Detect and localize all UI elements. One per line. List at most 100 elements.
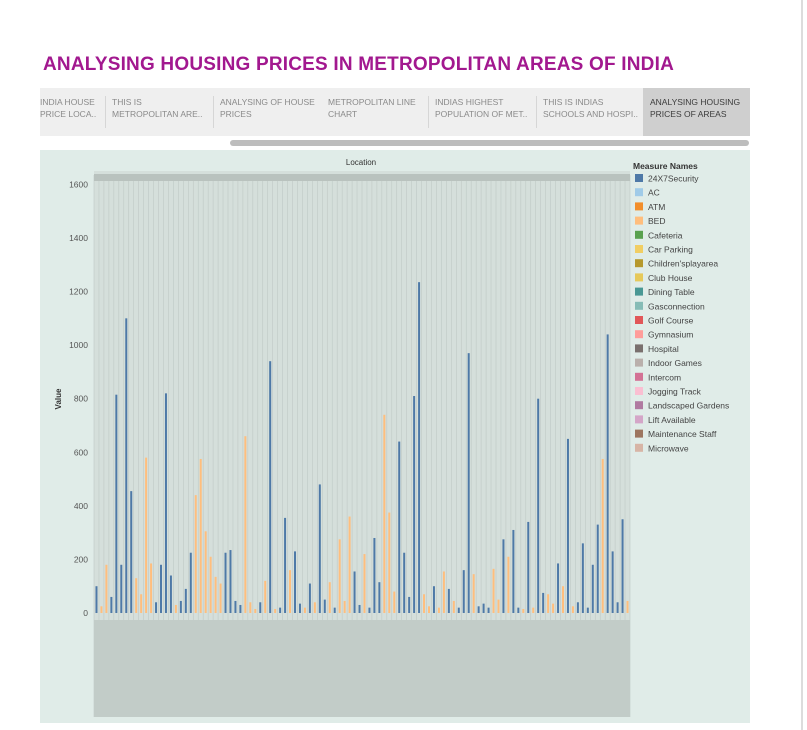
bar (522, 608, 525, 613)
tab-schools-and-hospitals[interactable]: THIS IS INDIAS SCHOOLS AND HOSPI.. (543, 88, 643, 136)
bar (477, 606, 480, 613)
bar (408, 596, 411, 613)
tab-label-line1: ANALYSING OF HOUSE (220, 97, 315, 107)
y-tick-label: 1200 (69, 287, 88, 297)
bar (452, 600, 455, 613)
tab-analysing-housing-prices-of-areas[interactable]: ANALYSING HOUSING PRICES OF AREAS (643, 88, 750, 136)
bar (289, 570, 292, 613)
legend-entry-label: Microwave (648, 443, 689, 453)
tab-label-line1: INDIA HOUSE (40, 97, 95, 107)
bar (576, 602, 579, 613)
legend-swatch (635, 401, 643, 410)
legend-swatch (635, 287, 643, 296)
legend-entry-label: AC (648, 188, 660, 198)
bar (457, 607, 460, 613)
bar (313, 602, 316, 613)
y-tick-label: 200 (74, 554, 88, 564)
tab-analysing-house-prices[interactable]: ANALYSING OF HOUSE PRICES (220, 88, 320, 136)
bar (120, 564, 123, 613)
bar (199, 458, 202, 613)
bar (537, 398, 540, 613)
window-edge (801, 0, 803, 730)
legend-entry-label: 24X7Security (648, 174, 699, 184)
bar (115, 394, 118, 613)
bar (294, 551, 296, 613)
bar (442, 571, 445, 613)
y-tick-label: 1600 (69, 179, 88, 189)
bar (135, 578, 138, 613)
bar (403, 552, 406, 613)
bar (467, 353, 470, 613)
bar (229, 550, 232, 613)
bar (224, 552, 227, 613)
bar (184, 588, 187, 613)
bar (393, 591, 396, 613)
bar (368, 607, 371, 613)
tabbar-scrollbar[interactable] (230, 140, 749, 146)
bar (308, 583, 311, 613)
legend-swatch (635, 358, 643, 367)
bar (244, 436, 247, 613)
bar (398, 441, 401, 613)
legend-entry-label: Car Parking (648, 245, 693, 255)
bar (105, 564, 108, 613)
legend-swatch (635, 415, 643, 424)
bar (363, 554, 366, 613)
legend-entry-label: Gymnasium (648, 330, 693, 340)
bar (155, 602, 158, 613)
bar-chart: 0 200 400 600 800 1000 1200 1400 1600 Location V… (54, 158, 729, 717)
bar (542, 592, 545, 613)
tab-india-house-price-locations[interactable]: INDIA HOUSE PRICE LOCA.. (40, 88, 102, 136)
tab-metropolitan-line-chart[interactable]: METROPOLITAN LINE CHART (328, 88, 424, 136)
tab-label-line2: POPULATION OF MET.. (435, 109, 528, 119)
legend-swatch (635, 301, 643, 310)
tab-label-line2: SCHOOLS AND HOSPI.. (543, 109, 638, 119)
bar (413, 396, 416, 613)
bar (462, 570, 465, 613)
bar (512, 529, 515, 613)
bar (279, 607, 282, 613)
tab-indias-highest-population[interactable]: INDIAS HIGHEST POPULATION OF MET.. (435, 88, 535, 136)
legend-swatch (635, 188, 643, 197)
bar (160, 564, 162, 613)
legend-entry-label: Landscaped Gardens (648, 401, 729, 411)
legend-entry-label: Dining Table (648, 287, 695, 297)
bar (482, 603, 485, 613)
tab-divider (428, 96, 429, 128)
bar (318, 484, 321, 613)
legend-entry-label: Lift Available (648, 415, 696, 425)
bar (601, 458, 604, 613)
bar (552, 603, 555, 613)
bar (472, 574, 475, 613)
legend-entry-label: Golf Course (648, 316, 694, 326)
bar (562, 586, 564, 613)
bar (383, 414, 386, 613)
bar (616, 602, 619, 613)
legend-swatch (635, 259, 643, 268)
bar (373, 537, 376, 613)
bar (378, 582, 381, 613)
y-axis-title: Value (54, 388, 63, 409)
tab-label-line2: PRICES OF AREAS (650, 109, 727, 119)
bar (447, 588, 450, 613)
tab-label-line1: INDIAS HIGHEST (435, 97, 504, 107)
bar (497, 599, 500, 613)
bar-marks (95, 282, 629, 613)
bar (428, 606, 430, 613)
tab-divider (536, 96, 537, 128)
bar (150, 563, 153, 613)
tab-label-line2: CHART (328, 109, 358, 119)
tab-metropolitan-areas[interactable]: THIS IS METROPOLITAN ARE.. (112, 88, 210, 136)
bar (100, 606, 103, 613)
legend-swatch (635, 230, 643, 239)
legend-swatch (635, 387, 643, 395)
bar (566, 438, 569, 613)
legend-entry-label: Indoor Games (648, 358, 702, 368)
bar (621, 519, 624, 613)
tab-label-line1: ANALYSING HOUSING (650, 97, 741, 107)
legend: Measure Names 24X7Security AC ATM BED Cafete… (633, 161, 729, 453)
legend-entry-label: BED (648, 216, 665, 226)
bar (130, 491, 133, 613)
tab-divider (213, 96, 214, 128)
legend-swatch (635, 372, 643, 381)
